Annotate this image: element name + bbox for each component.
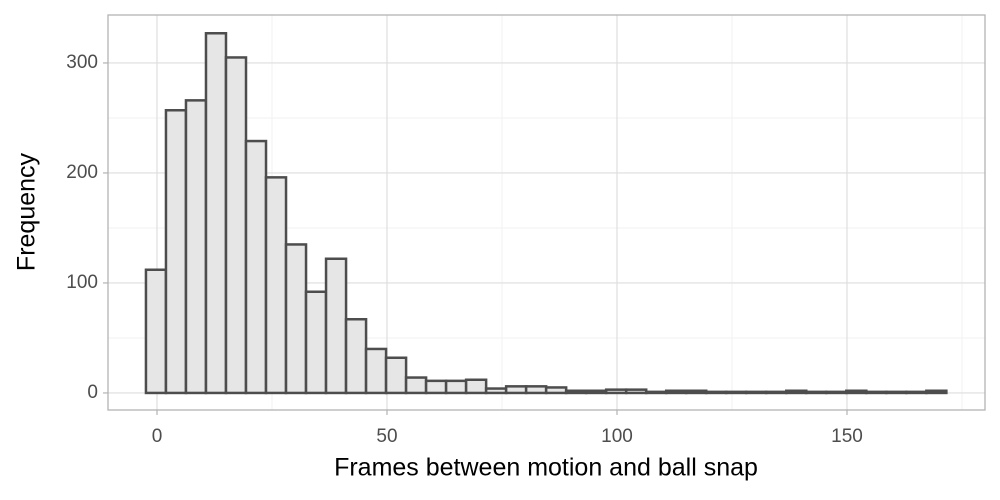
y-axis-title: Frequency [13,152,41,271]
bar [424,379,448,395]
bar [484,387,508,395]
bar [144,268,168,395]
bar [785,389,808,395]
bar [524,385,548,395]
bar [404,376,428,395]
bar [845,389,868,395]
bar [344,318,368,395]
bar [324,257,348,395]
x-tick-label: 0 [152,426,163,447]
bar [284,243,308,395]
bar [624,388,648,395]
bar [745,390,768,395]
x-tick-label: 50 [376,426,397,447]
bar [905,390,928,395]
bar [704,390,728,395]
bar [364,347,388,395]
bar [604,388,628,395]
bar [444,379,468,395]
panel-border [107,14,986,411]
bar [644,390,668,395]
bar [885,390,908,395]
bar [584,389,608,395]
bar [244,139,268,395]
bar [765,390,788,395]
bar [825,390,848,395]
bar [384,356,408,395]
bar [304,290,328,395]
bar [724,390,748,395]
bar [925,389,948,395]
bar [564,389,588,395]
bar [204,32,228,395]
bar [224,56,248,395]
bar [544,386,568,395]
bar [264,176,288,395]
y-tick-label: 100 [66,272,98,293]
y-tick-label: 200 [66,162,98,183]
y-tick-label: 300 [66,52,98,73]
bar [865,390,888,395]
x-tick-label: 100 [601,426,633,447]
bar [504,385,528,395]
bar [684,389,708,395]
bar [464,378,488,395]
bar [805,390,828,395]
x-axis-title: Frames between motion and ball snap [334,454,758,482]
x-tick-label: 150 [831,426,863,447]
y-tick-label: 0 [87,382,98,403]
bar [164,109,188,395]
bar [184,99,208,395]
bar [664,389,688,395]
